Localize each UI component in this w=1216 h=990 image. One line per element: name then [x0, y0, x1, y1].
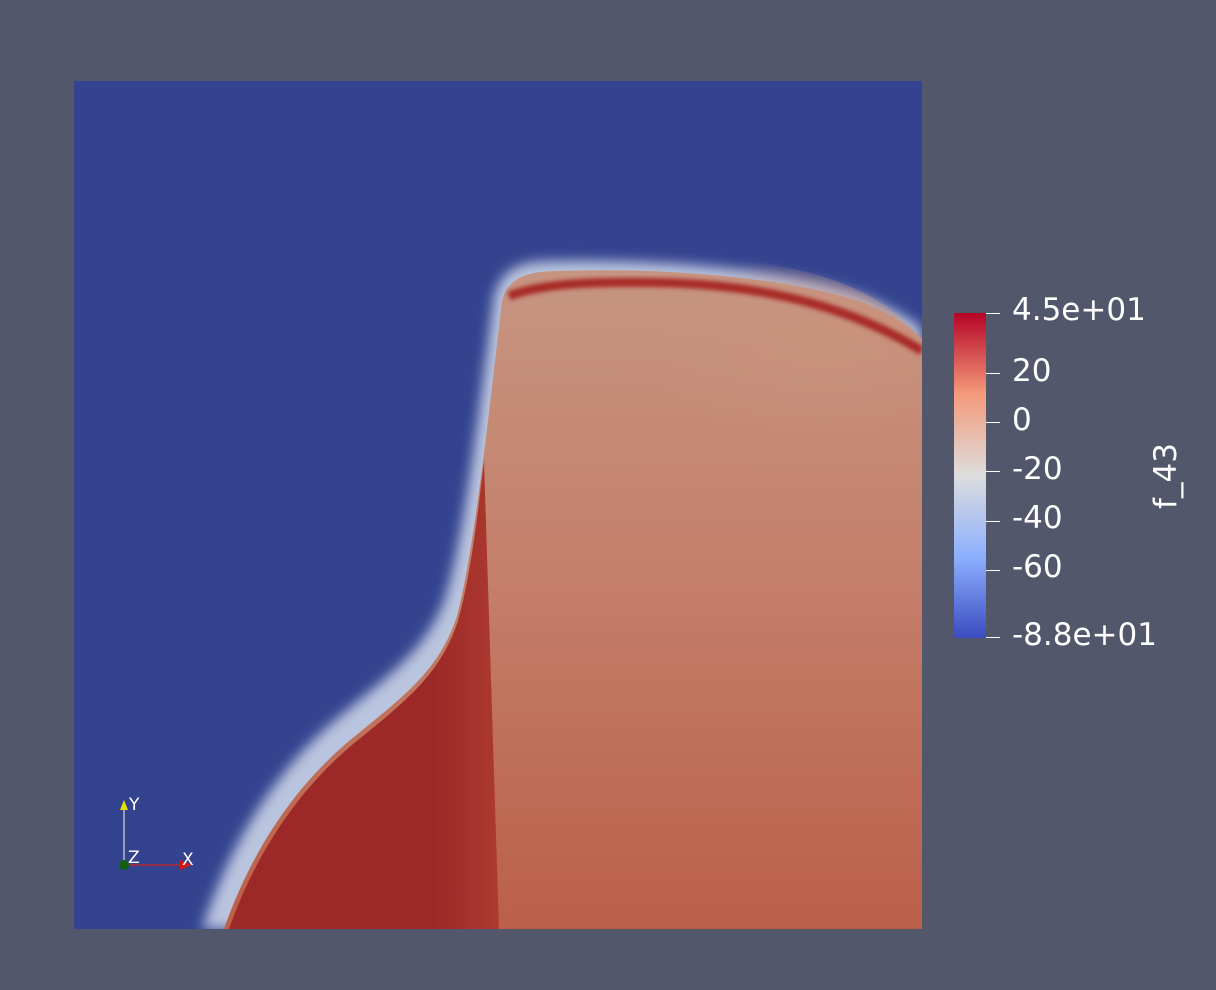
tick-label-min: -8.8e+01: [1012, 617, 1157, 653]
tick-label: 20: [1012, 353, 1052, 389]
y-axis-label: Y: [128, 795, 140, 815]
color-bar-title: f_43: [1148, 443, 1184, 509]
highlight: [494, 261, 922, 501]
y-axis-arrow: [120, 800, 128, 810]
color-bar: [954, 313, 986, 638]
x-axis-arrow: [180, 860, 192, 870]
orientation-axes: Y Z X: [119, 795, 194, 870]
tick-label-max: 4.5e+01: [1012, 292, 1146, 328]
dark-region: [229, 461, 499, 929]
top-rim: [507, 277, 922, 355]
tick: [986, 570, 1000, 571]
tick: [986, 471, 1000, 472]
tick-label: -60: [1012, 549, 1063, 585]
tick-label: -40: [1012, 500, 1063, 536]
tick-label: 0: [1012, 402, 1032, 438]
tick: [986, 422, 1000, 423]
tick: [986, 521, 1000, 522]
tick: [986, 373, 1000, 374]
z-axis-label: Z: [128, 848, 140, 868]
tick: [986, 313, 1000, 314]
tick: [986, 637, 1000, 638]
field-plot: [74, 81, 922, 929]
x-axis-label: X: [182, 850, 194, 870]
tick-label: -20: [1012, 451, 1063, 487]
z-axis-dot: [119, 860, 129, 870]
